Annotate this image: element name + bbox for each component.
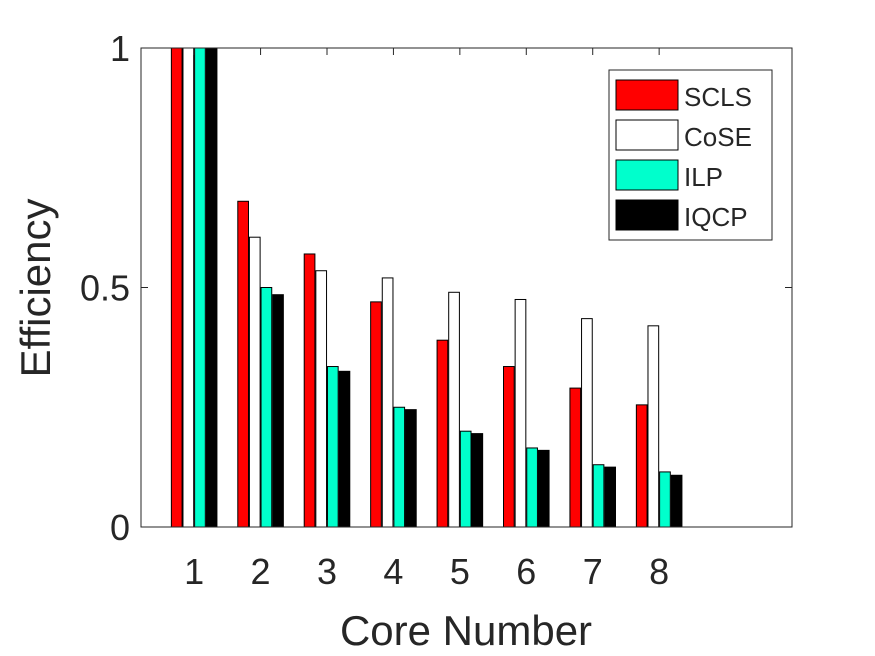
legend-label-scls: SCLS bbox=[684, 82, 752, 112]
bar-iqcp-core-4 bbox=[405, 409, 417, 528]
bar-scls-core-8 bbox=[635, 404, 648, 528]
bar-iqcp-core-3 bbox=[338, 370, 351, 528]
bar-scls-core-5 bbox=[436, 339, 449, 528]
legend-label-ilp: ILP bbox=[684, 162, 723, 192]
legend-swatch-scls bbox=[615, 79, 679, 111]
bar-scls-core-1 bbox=[170, 47, 183, 528]
bar-cose-core-2 bbox=[248, 236, 261, 528]
bar-cose-core-3 bbox=[315, 270, 328, 528]
bar-cose-core-1 bbox=[182, 47, 195, 528]
y-tick-label: 0.5 bbox=[80, 268, 130, 309]
legend-swatch-cose bbox=[615, 119, 679, 151]
x-tick-label: 6 bbox=[516, 551, 536, 592]
bar-ilp-core-6 bbox=[526, 447, 538, 528]
bar-scls-core-6 bbox=[503, 366, 515, 528]
bar-scls-core-3 bbox=[303, 253, 316, 528]
x-tick-label: 7 bbox=[583, 551, 603, 592]
x-tick-label: 4 bbox=[383, 551, 403, 592]
x-tick-label: 8 bbox=[649, 551, 669, 592]
bar-ilp-core-7 bbox=[592, 464, 605, 528]
ticks-group: 0 0.5 1 1 2 3 4 5 6 7 8 bbox=[80, 28, 792, 592]
x-tick-label: 2 bbox=[251, 551, 271, 592]
bar-ilp-core-5 bbox=[459, 430, 472, 528]
y-tick-label: 1 bbox=[110, 28, 130, 69]
bar-scls-core-2 bbox=[237, 200, 249, 528]
bar-iqcp-core-8 bbox=[670, 474, 683, 528]
bar-scls-core-4 bbox=[370, 301, 382, 528]
bar-iqcp-core-7 bbox=[604, 466, 616, 528]
legend-label-iqcp: IQCP bbox=[684, 202, 748, 232]
x-tick-label: 5 bbox=[450, 551, 470, 592]
bar-iqcp-core-6 bbox=[537, 449, 550, 528]
bar-cose-core-8 bbox=[647, 325, 660, 528]
bar-cose-core-5 bbox=[448, 291, 460, 528]
legend: SCLS CoSE ILP IQCP bbox=[608, 69, 773, 241]
bar-scls-core-7 bbox=[569, 387, 582, 528]
x-axis-label: Core Number bbox=[340, 607, 592, 654]
bar-ilp-core-8 bbox=[659, 471, 671, 528]
bar-cose-core-7 bbox=[581, 318, 593, 528]
bar-ilp-core-4 bbox=[393, 406, 406, 528]
x-tick-label: 1 bbox=[184, 551, 204, 592]
bar-ilp-core-2 bbox=[260, 287, 273, 528]
y-axis-label: Efficiency bbox=[12, 199, 59, 378]
y-tick-label: 0 bbox=[110, 507, 130, 548]
bar-iqcp-core-1 bbox=[205, 47, 218, 528]
bar-iqcp-core-2 bbox=[272, 294, 284, 528]
bar-cose-core-4 bbox=[381, 277, 394, 528]
legend-swatch-ilp bbox=[615, 159, 679, 191]
legend-swatch-iqcp bbox=[615, 199, 679, 231]
bar-ilp-core-1 bbox=[194, 47, 206, 528]
legend-label-cose: CoSE bbox=[684, 122, 752, 152]
bar-cose-core-6 bbox=[514, 298, 527, 528]
bar-ilp-core-3 bbox=[326, 366, 339, 528]
x-tick-label: 3 bbox=[317, 551, 337, 592]
bar-iqcp-core-5 bbox=[471, 433, 484, 528]
